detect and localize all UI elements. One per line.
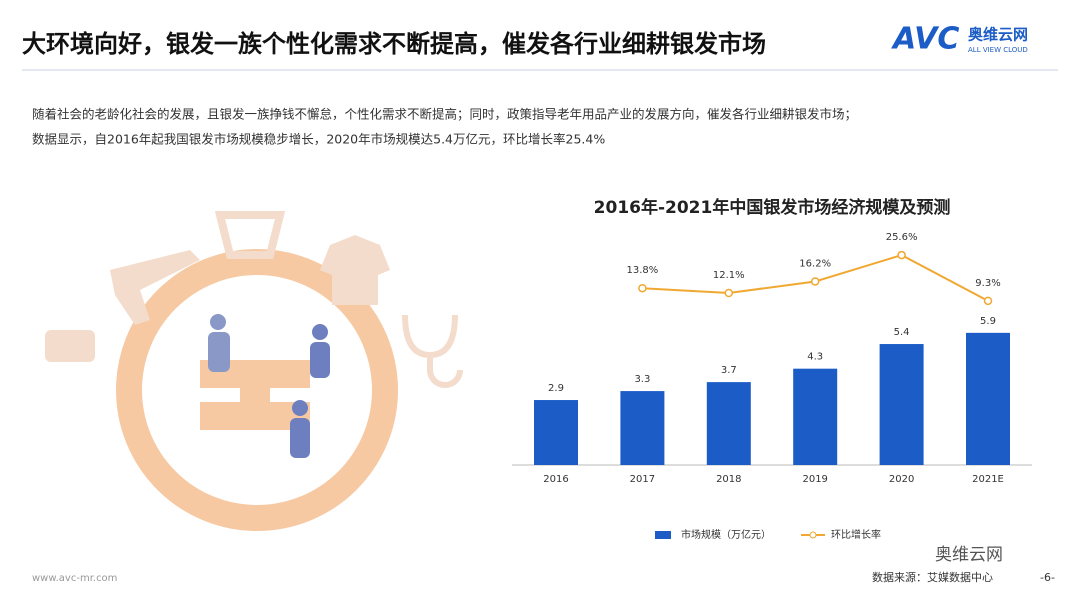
- x-tick-label: 2016: [543, 474, 568, 485]
- cart-icon: [214, 211, 286, 259]
- bar: [620, 391, 665, 465]
- elder-figure: [290, 418, 310, 458]
- chart-title: 2016年-2021年中国银发市场经济规模及预测: [594, 197, 951, 218]
- watermark: 奥维云网: [935, 545, 1003, 565]
- line-label: 13.8%: [627, 265, 659, 276]
- elder-figure: [292, 400, 308, 416]
- shirt-icon: [320, 235, 390, 305]
- logo-en: ALL VIEW CLOUD: [968, 46, 1028, 54]
- page-number: -6-: [1040, 571, 1055, 584]
- line-point: [810, 277, 820, 286]
- logo: AVC: [891, 22, 959, 57]
- line-point: [638, 283, 647, 293]
- bar-label: 3.3: [634, 374, 650, 385]
- data-source: 数据来源：艾媒数据中心: [872, 570, 993, 584]
- pot-icon: [45, 330, 95, 362]
- elder-figure: [208, 332, 230, 372]
- bar: [534, 400, 578, 465]
- bar-label: 5.9: [980, 316, 996, 327]
- bar-label: 5.4: [894, 327, 910, 338]
- plane-icon: [110, 250, 200, 325]
- legend-label: 市场规模（万亿元）: [681, 528, 771, 541]
- elder-figure: [310, 342, 330, 378]
- legend-label: 环比增长率: [831, 528, 881, 541]
- elder-figure: [312, 324, 328, 340]
- x-tick-label: 2019: [802, 474, 827, 485]
- bar-label: 3.7: [721, 365, 737, 376]
- bar-label: 2.9: [548, 383, 564, 394]
- x-tick-label: 2018: [716, 474, 741, 485]
- bar: [966, 332, 1010, 465]
- x-tick-label: 2020: [889, 474, 914, 485]
- elder-figure: [210, 314, 226, 330]
- x-tick-label: 2017: [630, 474, 655, 485]
- logo-cn: 奥维云网: [968, 26, 1028, 44]
- bar: [793, 368, 838, 465]
- legend-swatch: [809, 531, 817, 539]
- line-label: 16.2%: [799, 258, 831, 269]
- footer-url: www.avc-mr.com: [32, 573, 117, 584]
- plot: 2016 2017 2018 2019 2020 2021E 2.9 3.3 3.7 4.3 5.4…: [512, 232, 1032, 541]
- stethoscope-icon: [402, 314, 463, 388]
- illustration: [45, 211, 463, 531]
- x-tick-label: 2021E: [972, 474, 1004, 485]
- line-label: 9.3%: [975, 278, 1000, 289]
- legend-swatch: [655, 531, 671, 539]
- line-label: 12.1%: [713, 270, 745, 281]
- line-point: [897, 250, 906, 260]
- coin-symbol: [200, 360, 310, 430]
- slide-title: 大环境向好，银发一族个性化需求不断提高，催发各行业细耕银发市场: [22, 30, 766, 58]
- bar-label: 4.3: [807, 352, 823, 363]
- line-point: [983, 296, 993, 306]
- bar: [706, 382, 751, 465]
- body-line: 随着社会的老龄化社会的发展，且银发一族挣钱不懈怠，个性化需求不断提高；同时，政策…: [32, 107, 857, 122]
- line-label: 25.6%: [886, 232, 918, 243]
- bar: [879, 344, 924, 465]
- body-line: 数据显示，自2016年起我国银发市场规模稳步增长，2020年市场规模达5.4万亿…: [32, 132, 605, 147]
- line-point: [724, 288, 734, 298]
- coin-ring: [116, 249, 398, 531]
